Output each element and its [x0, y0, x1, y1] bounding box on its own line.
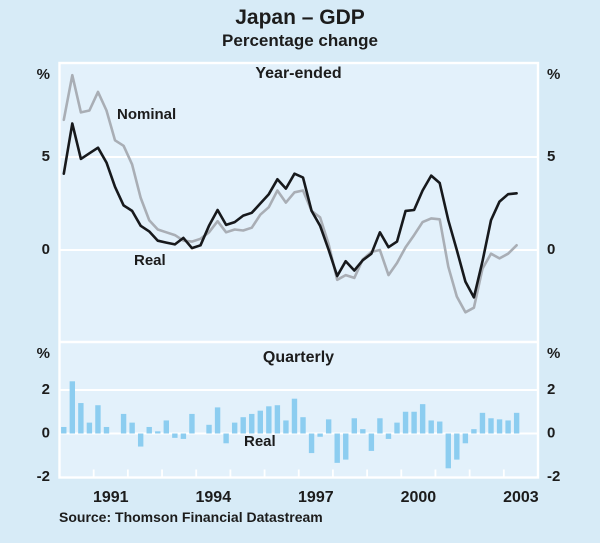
quarterly-bar — [377, 418, 383, 434]
quarterly-bar — [95, 405, 101, 434]
quarterly-bar — [240, 417, 246, 434]
quarterly-bar — [266, 406, 272, 434]
quarterly-bar — [257, 410, 263, 434]
quarterly-bar — [172, 433, 178, 438]
x-axis-year-label: 2000 — [401, 489, 437, 506]
quarterly-bar — [300, 417, 306, 434]
quarterly-bar — [283, 420, 289, 434]
quarterly-bar — [488, 418, 494, 434]
quarterly-bar — [360, 429, 366, 434]
source-note: Source: Thomson Financial Datastream — [59, 509, 323, 525]
quarterly-bar — [471, 429, 477, 434]
quarterly-bar — [274, 405, 281, 434]
quarterly-bar — [437, 421, 443, 434]
plot-area — [59, 63, 538, 478]
x-axis-year-label: 2003 — [503, 489, 539, 506]
bottom-right-unit-label: % — [547, 345, 560, 362]
quarterly-bar — [445, 433, 451, 469]
quarterly-bar — [411, 411, 417, 434]
quarterly-bar — [146, 426, 152, 434]
quarterly-bar — [454, 433, 460, 460]
quarterly-bar — [103, 426, 110, 434]
y-axis-label-right: 2 — [547, 381, 555, 398]
real-series-label-bottom: Real — [244, 433, 276, 450]
quarterly-bar — [61, 426, 67, 434]
quarterly-bar — [223, 433, 229, 444]
quarterly-bar — [137, 433, 144, 447]
y-axis-label-left: 5 — [42, 148, 50, 165]
quarterly-bar — [249, 413, 255, 434]
y-axis-label-right: -2 — [547, 468, 560, 485]
y-axis-label-right: 0 — [547, 425, 555, 442]
y-axis-label-right: 5 — [547, 148, 555, 165]
x-axis-year-label: 1991 — [93, 489, 129, 506]
quarterly-bar — [394, 422, 400, 434]
quarterly-bar — [317, 433, 323, 437]
x-axis-year-label: 1997 — [298, 489, 334, 506]
y-axis-label-left: 0 — [42, 425, 50, 442]
real-line — [62, 122, 518, 299]
nominal-line — [62, 73, 518, 314]
quarterly-bar — [308, 433, 315, 454]
quarterly-bar — [343, 433, 349, 460]
quarterly-bar — [163, 420, 170, 434]
quarterly-bar — [351, 418, 357, 434]
quarterly-bar — [231, 422, 238, 434]
nominal-series-label: Nominal — [117, 106, 177, 123]
quarterly-bar — [155, 431, 161, 434]
bottom-panel-title: Quarterly — [262, 349, 335, 366]
quarterly-bar — [496, 419, 503, 434]
quarterly-bar — [214, 407, 221, 434]
quarterly-bar — [69, 381, 76, 434]
y-axis-label-left: 0 — [42, 241, 50, 258]
quarterly-bar — [129, 422, 135, 434]
quarterly-bar — [325, 419, 332, 434]
quarterly-bar — [368, 433, 375, 451]
x-axis-year-label: 1994 — [196, 489, 232, 506]
quarterly-bar — [86, 422, 93, 434]
quarterly-bar — [505, 420, 511, 434]
quarterly-bar — [189, 413, 195, 434]
real-series-label-top: Real — [134, 252, 166, 269]
top-right-unit-label: % — [547, 66, 560, 83]
top-panel-title: Year-ended — [255, 65, 342, 82]
quarterly-bar — [334, 433, 340, 463]
quarterly-bar — [419, 404, 426, 434]
quarterly-bar — [402, 411, 409, 434]
y-axis-label-left: -2 — [37, 468, 50, 485]
quarterly-bar — [428, 420, 434, 434]
bottom-left-unit-label: % — [37, 345, 50, 362]
quarterly-bar — [513, 412, 520, 434]
y-axis-label-left: 2 — [42, 381, 50, 398]
quarterly-bar — [206, 424, 212, 434]
quarterly-bar — [385, 433, 392, 439]
quarterly-bar — [78, 403, 84, 434]
quarterly-bar — [291, 398, 298, 434]
plot-border — [58, 61, 540, 479]
quarterly-bar — [462, 433, 469, 444]
top-left-unit-label: % — [37, 66, 50, 83]
quarterly-bar — [180, 433, 187, 439]
quarterly-bar — [120, 413, 127, 434]
chart-subtitle: Percentage change — [222, 31, 378, 50]
chart-title: Japan – GDP — [235, 6, 365, 29]
quarterly-bar — [479, 412, 486, 434]
y-axis-label-right: 0 — [547, 241, 555, 258]
